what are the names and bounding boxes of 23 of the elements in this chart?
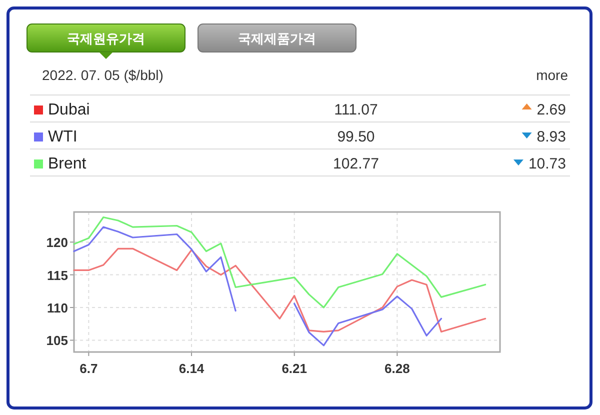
y-tick-label: 105 [46, 333, 68, 348]
button: 국제원유가격 [26, 24, 186, 52]
category-label: Brent [48, 156, 87, 172]
data-label: 10.73 [528, 156, 566, 172]
line-series [73, 216, 486, 308]
data-label: 99.50 [337, 128, 375, 146]
button: 국제제품가격 [198, 24, 356, 52]
x-tick-label: 6.7 [80, 361, 98, 376]
category-label: Dubai [48, 102, 90, 118]
data-label: 111.07 [334, 102, 378, 118]
y-tick-label: 120 [46, 235, 68, 250]
line-series [73, 248, 486, 333]
data-label: 102.77 [333, 156, 379, 172]
x-tick-label: 6.14 [178, 361, 205, 376]
text: more [536, 67, 568, 83]
y-tick-label: 110 [47, 300, 68, 316]
data-label: 2.69 [536, 102, 566, 118]
y-tick-label: 115 [47, 268, 68, 283]
x-tick-label: 6.28 [384, 361, 410, 376]
category-label: WTI [48, 128, 78, 146]
text: 2022. 07. 05 ($/bbl) [42, 67, 164, 83]
data-label: 8.93 [536, 128, 566, 146]
x-tick-label: 6.21 [282, 361, 307, 376]
